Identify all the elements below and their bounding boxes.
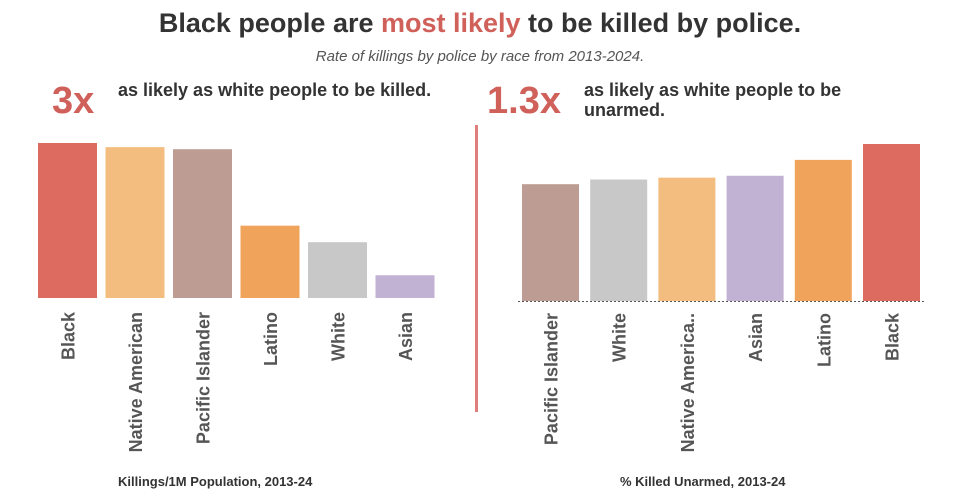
title-highlight: most likely	[380, 8, 521, 38]
right-description: as likely as white people to be unarmed.	[584, 80, 842, 120]
right-tick-label-black: Black	[883, 312, 903, 361]
left-tick-label-native-american: Native American	[126, 312, 146, 452]
left-tick-label-white: White	[329, 312, 349, 361]
page-title: Black people are most likely to be kille…	[0, 8, 960, 39]
left-bar-asian	[375, 275, 435, 298]
left-big-stat: 3x	[52, 80, 95, 122]
left-axis-title: Killings/1M Population, 2013-24	[118, 474, 313, 489]
right-tick-label-asian: Asian	[746, 313, 766, 362]
right-tick-label-white: White	[610, 313, 630, 362]
right-tick-label-native-america: Native America..	[678, 313, 698, 452]
right-big-stat: 1.3x	[487, 80, 561, 122]
left-tick-label-pacific-islander: Pacific Islander	[194, 312, 214, 444]
right-bar-pacific-islander	[522, 184, 579, 301]
right-bar-white	[590, 179, 648, 301]
right-bar-latino	[794, 159, 852, 301]
left-bar-white	[308, 242, 367, 298]
left-tick-label-latino: Latino	[261, 312, 281, 366]
left-bar-native-american	[105, 147, 165, 298]
panel-divider	[475, 125, 478, 412]
right-axis-title: % Killed Unarmed, 2013-24	[620, 474, 786, 489]
right-bar-asian	[726, 175, 784, 301]
left-bar-black	[38, 143, 97, 298]
right-tick-label-latino: Latino	[814, 313, 834, 367]
right-bar-black	[863, 144, 920, 301]
title-part-2: to be killed by police.	[520, 8, 802, 38]
right-tick-label-pacific-islander: Pacific Islander	[542, 313, 562, 445]
left-tick-label-asian: Asian	[396, 312, 416, 361]
left-tick-label-black: Black	[59, 311, 79, 360]
left-bar-chart: Black Native American Pacific Islander Lati…	[38, 143, 435, 452]
right-bar-native-america	[658, 177, 716, 301]
left-bar-latino	[240, 225, 300, 298]
title-part-1: Black people are	[158, 8, 381, 38]
left-bar-pacific-islander	[173, 149, 232, 298]
left-description: as likely as white people to be killed.	[118, 80, 432, 100]
right-bar-chart: Pacific Islander White Native America.. Asi…	[518, 144, 924, 452]
page-subtitle: Rate of killings by police by race from …	[315, 48, 645, 65]
